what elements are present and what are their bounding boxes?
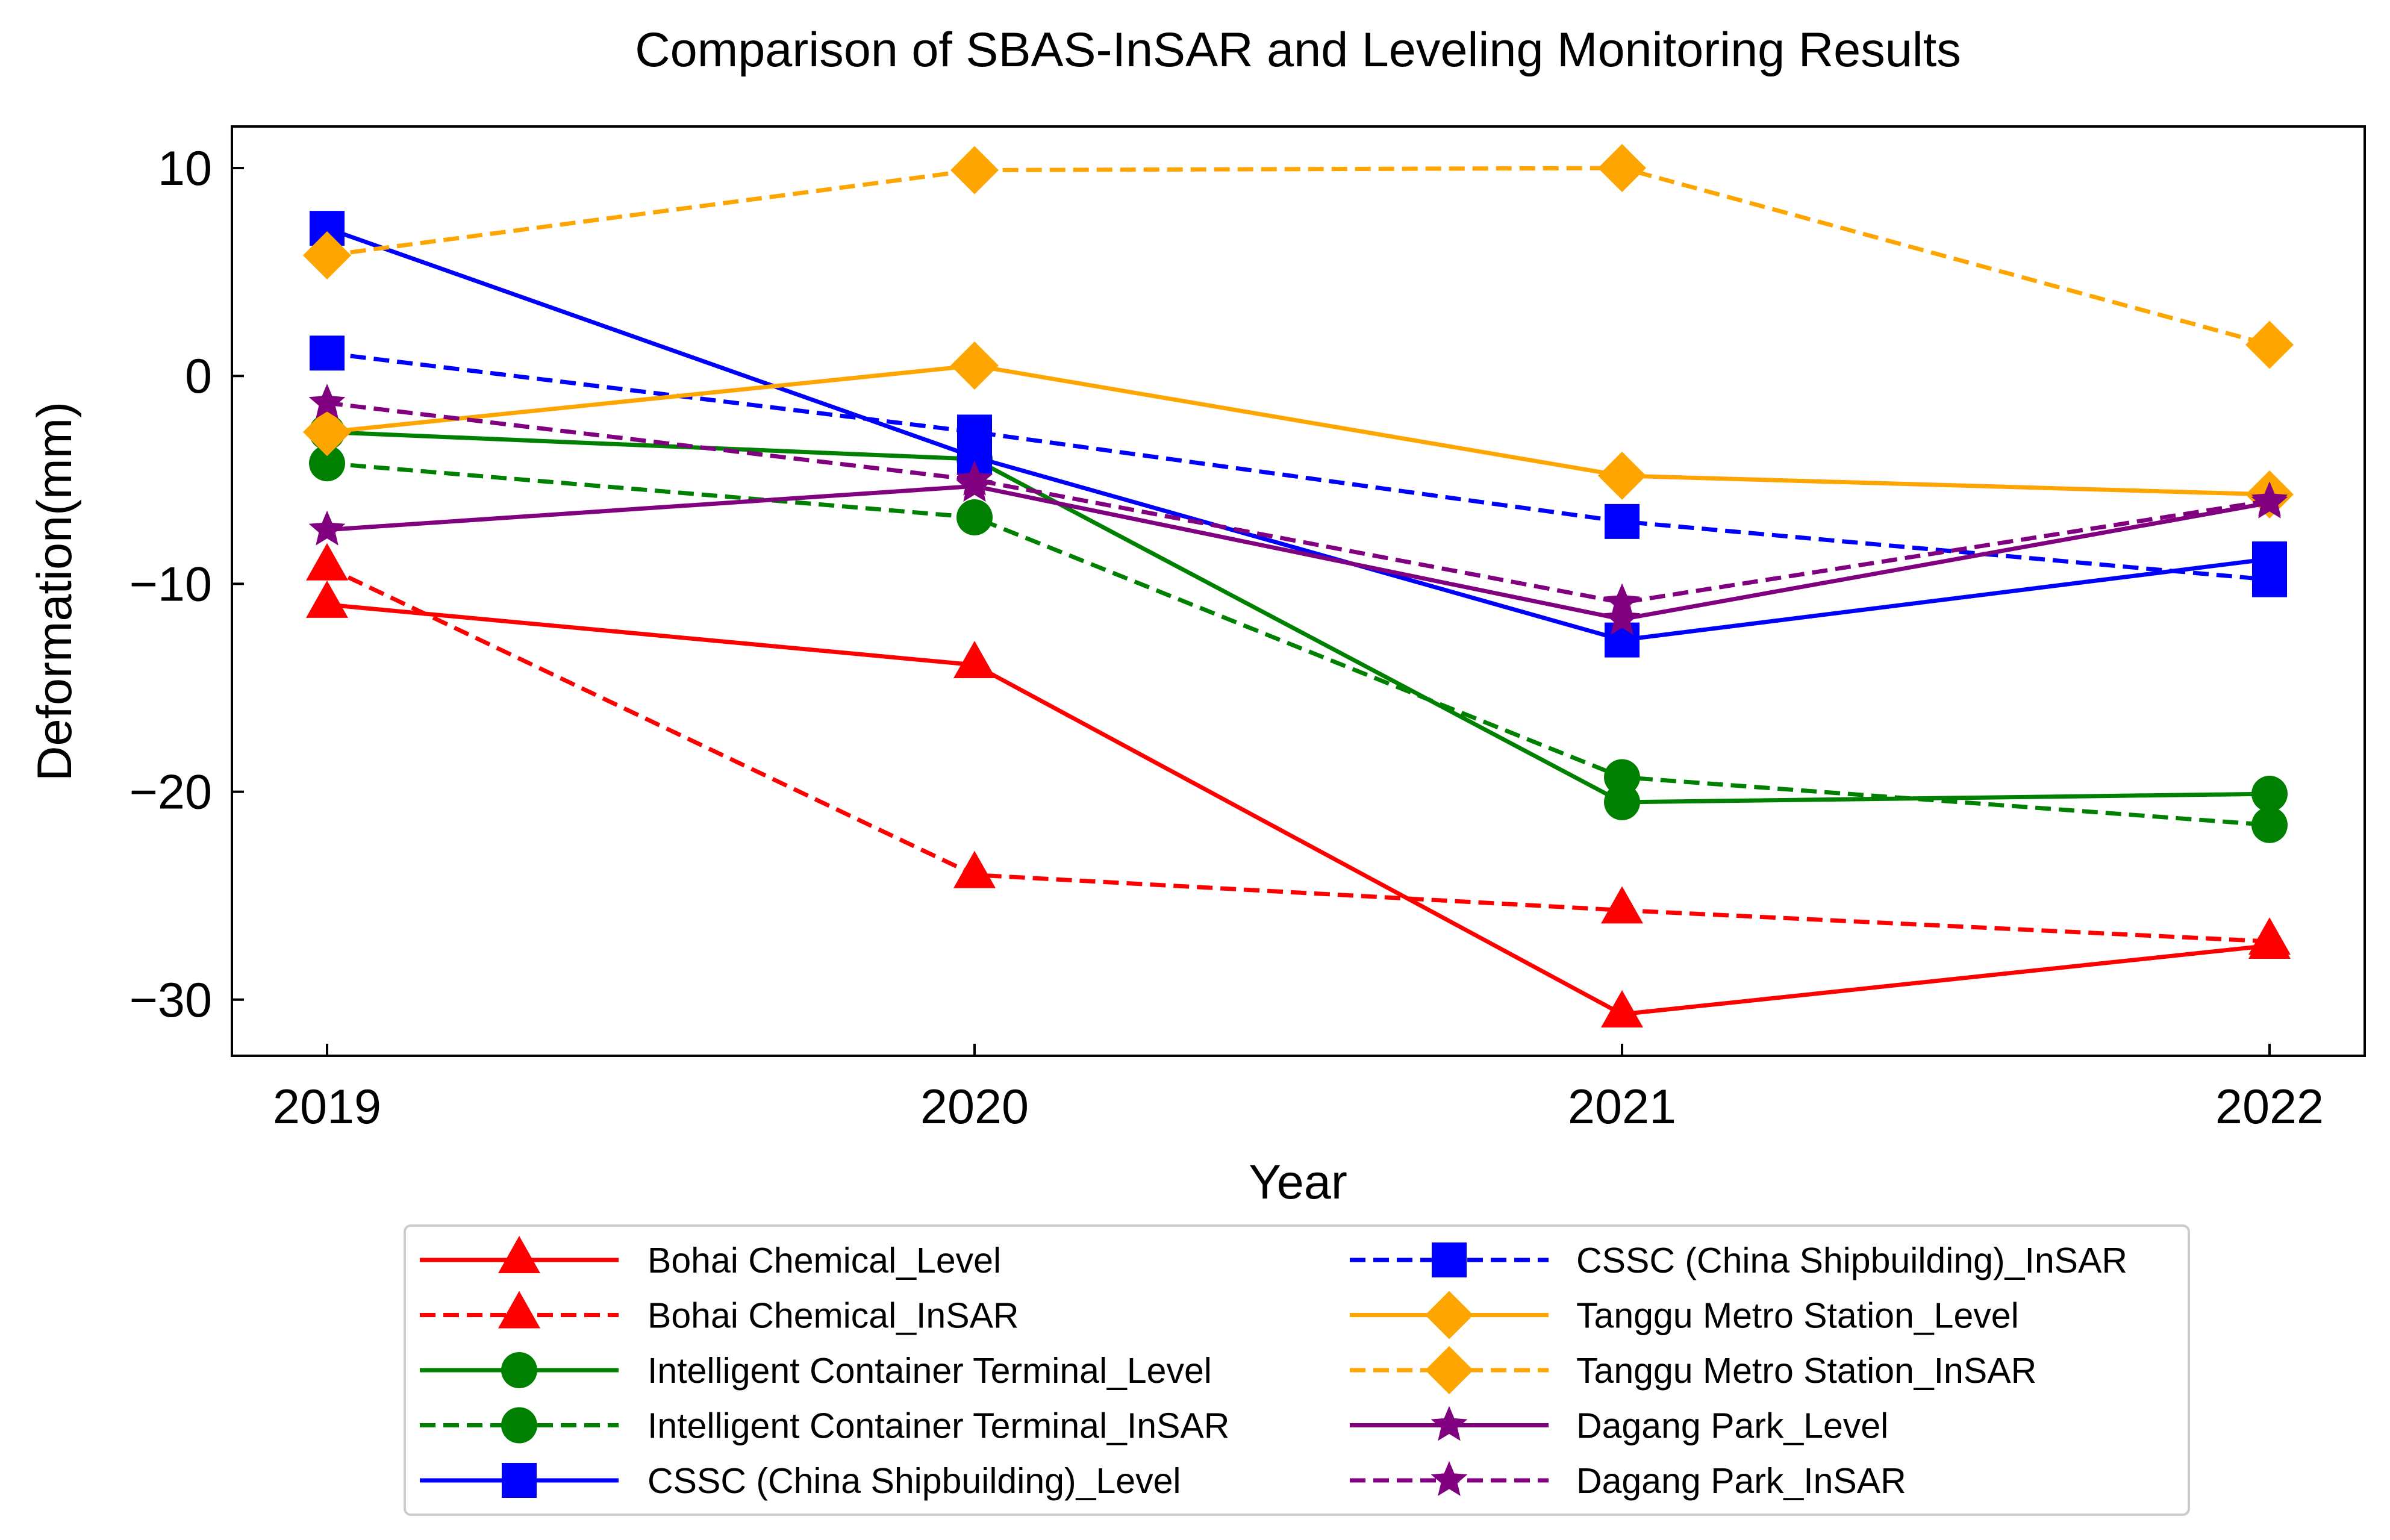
legend-marker: [1431, 1461, 1468, 1496]
y-tick-label: 0: [185, 349, 212, 404]
legend-label: CSSC (China Shipbuilding)_Level: [647, 1461, 1181, 1501]
legend-item: Intelligent Container Terminal_InSAR: [420, 1406, 1229, 1446]
legend-item: Tanggu Metro Station_Level: [1350, 1291, 2019, 1339]
data-point: [308, 510, 346, 546]
x-tick-label: 2019: [273, 1080, 381, 1134]
legend-marker: [1425, 1291, 1473, 1339]
series-layer: [303, 144, 2294, 1027]
series-line: [326, 429, 2270, 805]
legend-label: Dagang Park_InSAR: [1576, 1461, 1906, 1501]
legend-marker: [1425, 1346, 1473, 1394]
x-axis: 2019 2020 2021 2022: [273, 1044, 2324, 1134]
legend-label: Tanggu Metro Station_Level: [1576, 1296, 2019, 1336]
series-intelligent-container-terminal-level: [309, 414, 2288, 820]
y-tick-label: 10: [158, 142, 212, 196]
series-line: [326, 226, 2270, 643]
legend-item: CSSC (China Shipbuilding)_InSAR: [1350, 1241, 2127, 1280]
data-point: [303, 408, 351, 457]
y-tick-label: −30: [129, 973, 212, 1027]
data-point: [1601, 990, 1643, 1027]
series-line: [326, 461, 2270, 828]
legend-label: Intelligent Container Terminal_Level: [647, 1351, 1212, 1391]
series-line: [326, 351, 2270, 582]
plot-frame: [231, 125, 2366, 1057]
data-point: [309, 445, 345, 482]
legend-frame: [404, 1224, 2190, 1516]
x-tick-label: 2020: [920, 1080, 1029, 1134]
series-line: [326, 363, 2270, 497]
legend: Bohai Chemical_Level Bohai Chemical_InSAR…: [404, 1224, 2190, 1516]
legend-marker: [1431, 1406, 1468, 1441]
legend-marker: [501, 1407, 537, 1444]
data-point: [1605, 622, 1640, 658]
x-tick-label: 2022: [2215, 1080, 2324, 1134]
data-point: [2251, 806, 2288, 843]
legend-item: Bohai Chemical_InSAR: [420, 1291, 1019, 1336]
legend-label: Dagang Park_Level: [1576, 1406, 1888, 1446]
x-tick-label: 2021: [1568, 1080, 1676, 1134]
series-line: [326, 565, 2270, 944]
data-point: [956, 499, 993, 535]
series-line: [326, 166, 2270, 347]
data-point: [953, 850, 996, 888]
series-dagang-park-insar: [308, 384, 2288, 619]
x-axis-label: Year: [1249, 1155, 1347, 1209]
data-point: [1601, 886, 1643, 924]
series-line: [326, 401, 2270, 605]
y-tick-label: −20: [129, 765, 212, 820]
legend-marker: [498, 1291, 540, 1329]
data-point: [950, 146, 999, 195]
legend-marker: [498, 1236, 540, 1273]
series-line: [326, 484, 2270, 622]
legend-item: Dagang Park_Level: [1350, 1406, 1888, 1446]
legend-marker: [501, 1352, 537, 1388]
series-cssc-china-shipbuilding-level: [310, 211, 2287, 658]
legend-item: Intelligent Container Terminal_Level: [420, 1351, 1212, 1391]
data-point: [310, 335, 345, 371]
legend-label: Bohai Chemical_InSAR: [647, 1296, 1019, 1336]
data-point: [953, 641, 996, 679]
data-point: [1598, 144, 1646, 193]
legend-item: Tanggu Metro Station_InSAR: [1350, 1346, 2036, 1394]
data-point: [950, 341, 999, 390]
data-point: [957, 414, 992, 450]
data-point: [2251, 776, 2288, 812]
legend-marker: [502, 1463, 537, 1498]
data-point: [1605, 503, 1640, 539]
series-line: [326, 602, 2270, 1017]
data-point: [1604, 759, 1640, 796]
data-point: [1603, 583, 1641, 619]
y-tick-label: −10: [129, 557, 212, 611]
data-point: [2251, 481, 2288, 517]
series-tanggu-metro-station-insar: [303, 144, 2294, 369]
data-point: [1604, 784, 1640, 820]
series-intelligent-container-terminal-insar: [309, 445, 2288, 843]
series-bohai-chemical-insar: [306, 543, 2291, 955]
series-dagang-park-level: [308, 467, 2288, 635]
legend-label: Intelligent Container Terminal_InSAR: [647, 1406, 1229, 1446]
data-point: [308, 384, 346, 419]
legend-marker: [1432, 1242, 1467, 1277]
data-point: [306, 580, 348, 618]
data-point: [2252, 562, 2287, 597]
chart-title: Comparison of SBAS-InSAR and Leveling Mo…: [635, 23, 1961, 77]
data-point: [956, 460, 993, 496]
data-point: [2248, 917, 2291, 955]
y-axis: 10 0 −10 −20 −30: [129, 142, 244, 1027]
data-point: [2245, 320, 2294, 369]
y-axis-label: Deformation(mm): [28, 402, 82, 781]
series-tanggu-metro-station-level: [303, 341, 2294, 519]
data-point: [306, 543, 348, 581]
legend-item: Dagang Park_InSAR: [1350, 1461, 1906, 1501]
legend-label: Tanggu Metro Station_InSAR: [1576, 1351, 2036, 1391]
data-point: [1598, 451, 1646, 500]
legend-label: CSSC (China Shipbuilding)_InSAR: [1576, 1241, 2127, 1280]
data-point: [303, 231, 351, 280]
series-cssc-china-shipbuilding-insar: [310, 335, 2287, 597]
legend-item: Bohai Chemical_Level: [420, 1236, 1001, 1280]
legend-label: Bohai Chemical_Level: [647, 1241, 1001, 1280]
data-point: [1603, 600, 1641, 635]
legend-item: CSSC (China Shipbuilding)_Level: [420, 1461, 1181, 1501]
